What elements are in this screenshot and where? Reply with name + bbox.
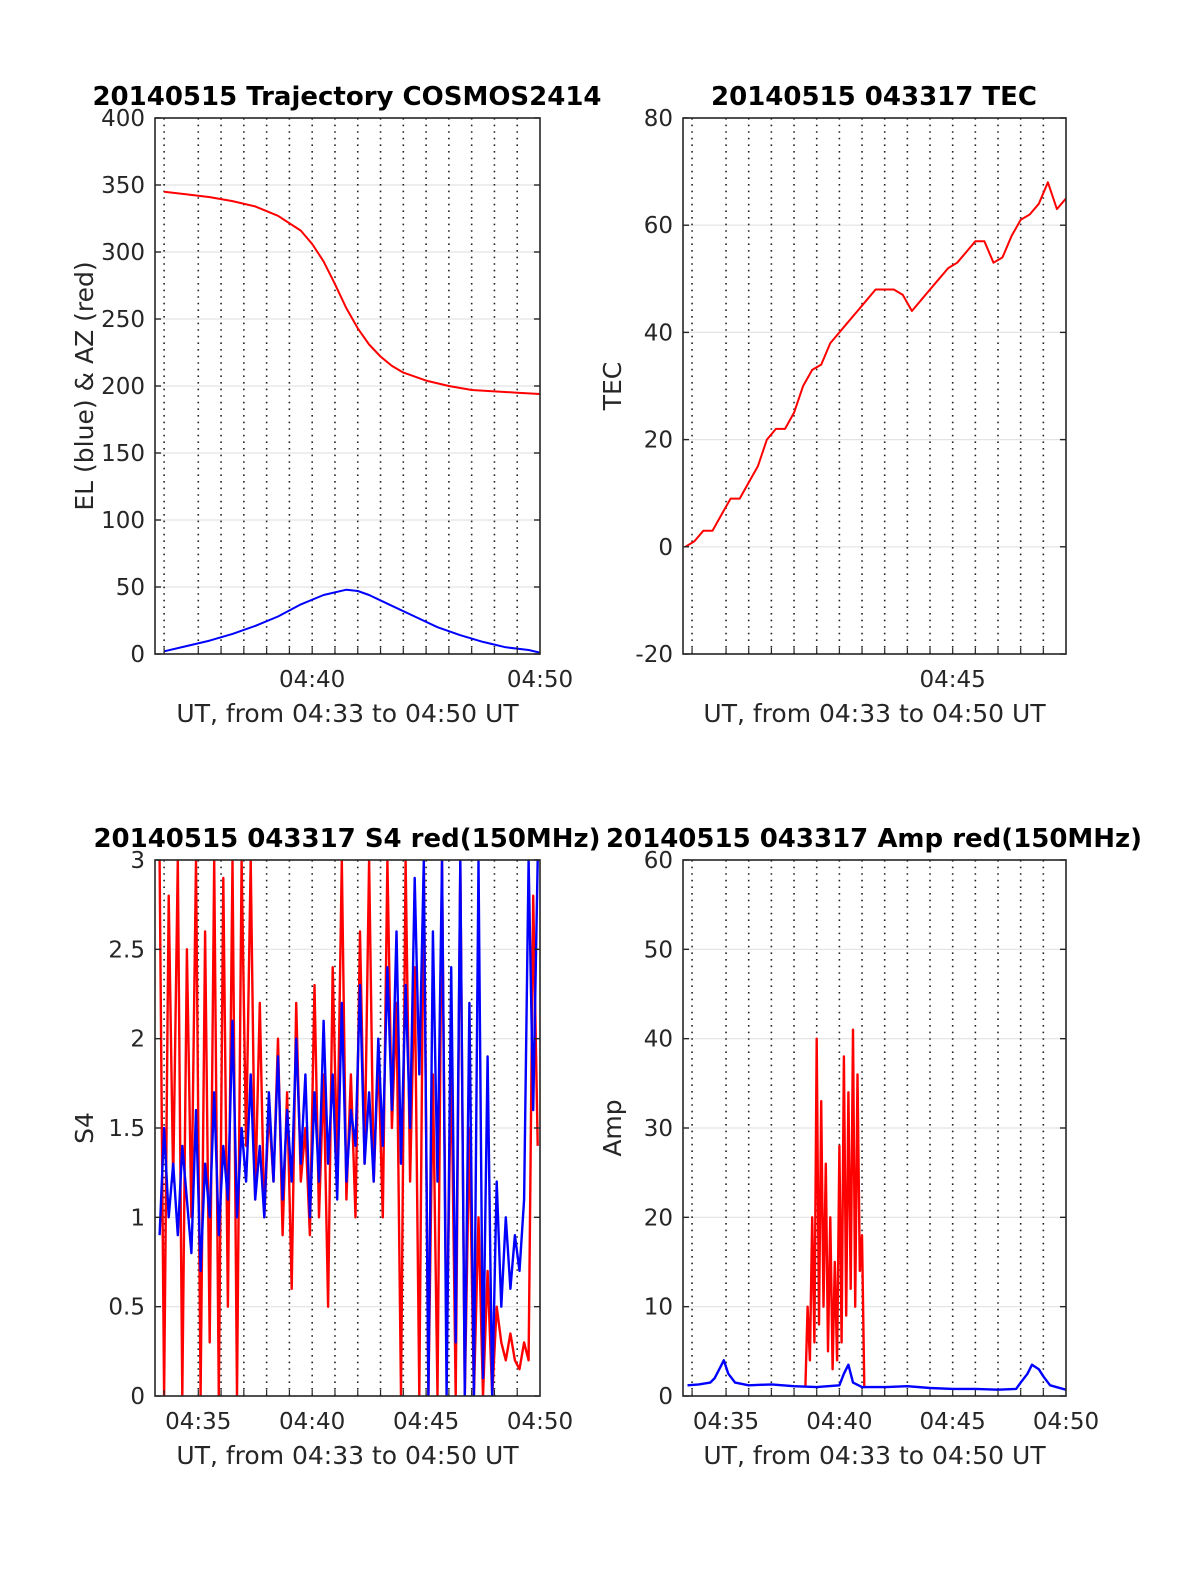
x-axis-label: UT, from 04:33 to 04:50 UT [703,699,1046,728]
y-tick-label: 0 [130,1384,145,1410]
series-line-blue [687,1359,1066,1391]
y-tick-label: 400 [101,106,145,132]
y-axis-label: TEC [598,362,627,412]
chart-title: 20140515 043317 TEC [711,82,1037,112]
y-axis-label: S4 [70,1112,99,1144]
y-tick-label: 0 [658,1384,673,1410]
x-axis-label: UT, from 04:33 to 04:50 UT [703,1441,1046,1470]
y-tick-label: 10 [644,1295,673,1321]
series-line-blue [158,860,539,1396]
y-tick-label: 150 [101,441,145,467]
y-tick-label: 2 [130,1027,145,1053]
series-line-red [804,1028,866,1388]
amp-chart: 0 10 20 30 40 50 60 04:35 04:40 04:45 04:50 UT, fro… [598,824,1142,1470]
y-tick-label: 0 [658,535,673,561]
y-tick-label: 1.5 [108,1116,145,1142]
series-line-blue [163,588,540,654]
x-tick-label: 04:35 [165,1409,231,1435]
series-line-red [163,190,540,395]
axes-box [682,117,1067,655]
y-tick-label: 40 [644,320,673,346]
s4-chart: 0 0.5 1 1.5 2 2.5 3 04:35 04:40 04:45 04:50 UT, fro… [70,824,601,1470]
y-tick-label: 200 [101,374,145,400]
plot-area [683,118,1066,654]
x-axis-label: UT, from 04:33 to 04:50 UT [176,1441,519,1470]
y-tick-label: 40 [644,1027,673,1053]
y-tick-label: 100 [101,508,145,534]
y-tick-label: 60 [644,213,673,239]
chart-title: 20140515 043317 S4 red(150MHz) [93,824,600,854]
y-tick-label: 2.5 [108,937,145,963]
tec-chart: -20 0 20 40 60 80 04:45 UT, from 04:33 to 04:50… [598,82,1067,728]
x-axis-label: UT, from 04:33 to 04:50 UT [176,699,519,728]
x-tick-label: 04:50 [507,667,573,693]
y-tick-label: 3 [130,848,145,874]
x-tick-label: 04:45 [920,667,986,693]
y-axis-label: EL (blue) & AZ (red) [70,261,99,510]
y-tick-label: 300 [101,240,145,266]
x-tick-label: 04:40 [806,1409,872,1435]
y-tick-label: 0 [130,642,145,668]
y-tick-label: 0.5 [108,1295,145,1321]
x-tick-label: 04:35 [693,1409,759,1435]
y-tick-label: 50 [116,575,145,601]
y-tick-label: 80 [644,106,673,132]
y-axis-label: Amp [598,1099,627,1156]
y-tick-label: 30 [644,1116,673,1142]
y-tick-label: 50 [644,937,673,963]
x-tick-label: 04:40 [279,667,345,693]
y-tick-label: 20 [644,1205,673,1231]
x-tick-label: 04:45 [393,1409,459,1435]
x-tick-label: 04:40 [279,1409,345,1435]
y-tick-label: 20 [644,428,673,454]
trajectory-chart: 0 50 100 150 200 250 300 350 400 04:40 04:50 UT, fr… [70,82,602,728]
chart-title: 20140515 043317 Amp red(150MHz) [606,824,1142,854]
y-tick-label: 250 [101,307,145,333]
x-tick-label: 04:50 [1033,1409,1099,1435]
chart-title: 20140515 Trajectory COSMOS2414 [92,82,601,112]
y-tick-label: -20 [635,642,673,668]
y-tick-label: 350 [101,173,145,199]
series-line-red [684,181,1066,548]
x-tick-label: 04:50 [507,1409,573,1435]
y-tick-label: 60 [644,848,673,874]
x-tick-label: 04:45 [920,1409,986,1435]
y-tick-label: 1 [130,1205,145,1231]
